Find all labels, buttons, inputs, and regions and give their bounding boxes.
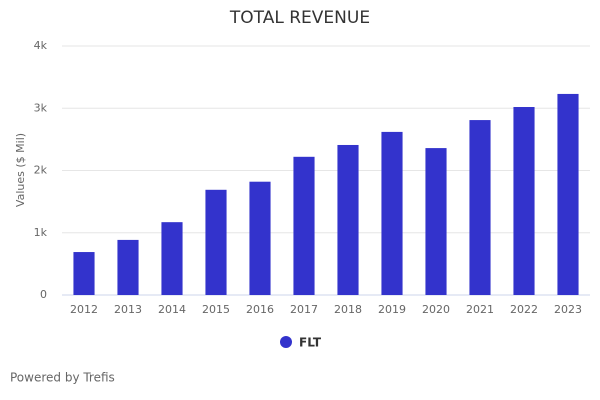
bar — [161, 222, 183, 295]
x-tick-label: 2020 — [422, 303, 450, 316]
legend-marker — [280, 336, 292, 348]
x-tick-label: 2017 — [290, 303, 318, 316]
bar — [73, 252, 95, 295]
y-tick-label: 1k — [34, 226, 48, 239]
x-tick-label: 2016 — [246, 303, 274, 316]
x-tick-label: 2021 — [466, 303, 494, 316]
x-tick-label: 2019 — [378, 303, 406, 316]
y-tick-label: 0 — [40, 288, 47, 301]
bar — [293, 156, 315, 295]
bar — [117, 239, 139, 295]
bar — [381, 131, 403, 295]
x-tick-label: 2014 — [158, 303, 186, 316]
y-tick-label: 3k — [34, 101, 48, 114]
x-tick-label: 2018 — [334, 303, 362, 316]
bar — [205, 189, 227, 295]
y-tick-label: 4k — [34, 39, 48, 52]
x-tick-label: 2013 — [114, 303, 142, 316]
bar — [425, 148, 447, 295]
x-tick-label: 2012 — [70, 303, 98, 316]
chart-title: TOTAL REVENUE — [229, 8, 370, 28]
credit: Powered by Trefis — [10, 371, 115, 385]
bar — [337, 144, 359, 295]
bar — [469, 120, 491, 295]
y-axis-label: Values ($ Mil) — [14, 133, 27, 207]
bar — [513, 107, 535, 295]
y-tick-label: 2k — [34, 164, 48, 177]
bar — [557, 93, 579, 296]
x-tick-label: 2023 — [554, 303, 582, 316]
legend-label: FLT — [299, 336, 322, 350]
x-tick-label: 2022 — [510, 303, 538, 316]
x-tick-label: 2015 — [202, 303, 230, 316]
bar — [249, 181, 271, 295]
